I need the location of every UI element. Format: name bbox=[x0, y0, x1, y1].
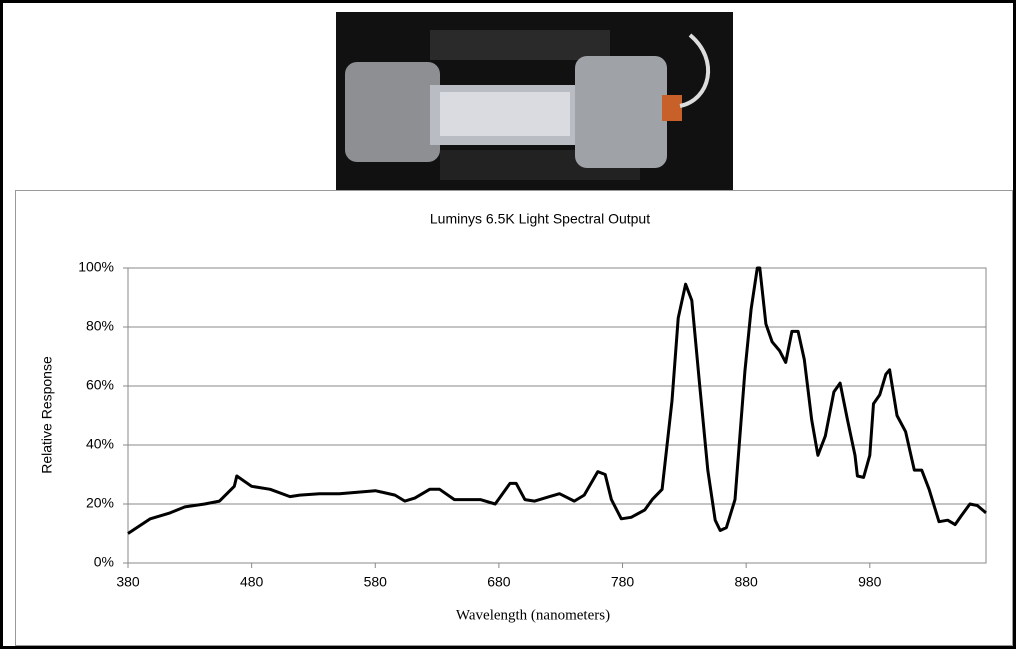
data-line bbox=[127, 266, 987, 535]
y-tick-label: 0% bbox=[94, 554, 114, 570]
x-tick-label: 880 bbox=[734, 574, 758, 590]
x-tick-label: 780 bbox=[611, 574, 635, 590]
x-tick-label: 680 bbox=[487, 574, 511, 590]
x-axis-label: Wavelength (nanometers) bbox=[456, 607, 610, 623]
x-tick-label: 980 bbox=[858, 574, 882, 590]
y-axis-label: Relative Response bbox=[39, 356, 55, 474]
y-tick-label: 20% bbox=[86, 495, 114, 511]
x-tick-label: 380 bbox=[116, 574, 140, 590]
chart-title: Luminys 6.5K Light Spectral Output bbox=[430, 211, 650, 227]
y-tick-label: 60% bbox=[86, 377, 114, 393]
y-tick-label: 80% bbox=[86, 318, 114, 334]
x-tick-label: 580 bbox=[364, 574, 388, 590]
y-tick-label: 40% bbox=[86, 436, 114, 452]
photo bbox=[336, 12, 733, 190]
y-tick-label: 100% bbox=[78, 259, 114, 275]
x-tick-label: 480 bbox=[240, 574, 264, 590]
